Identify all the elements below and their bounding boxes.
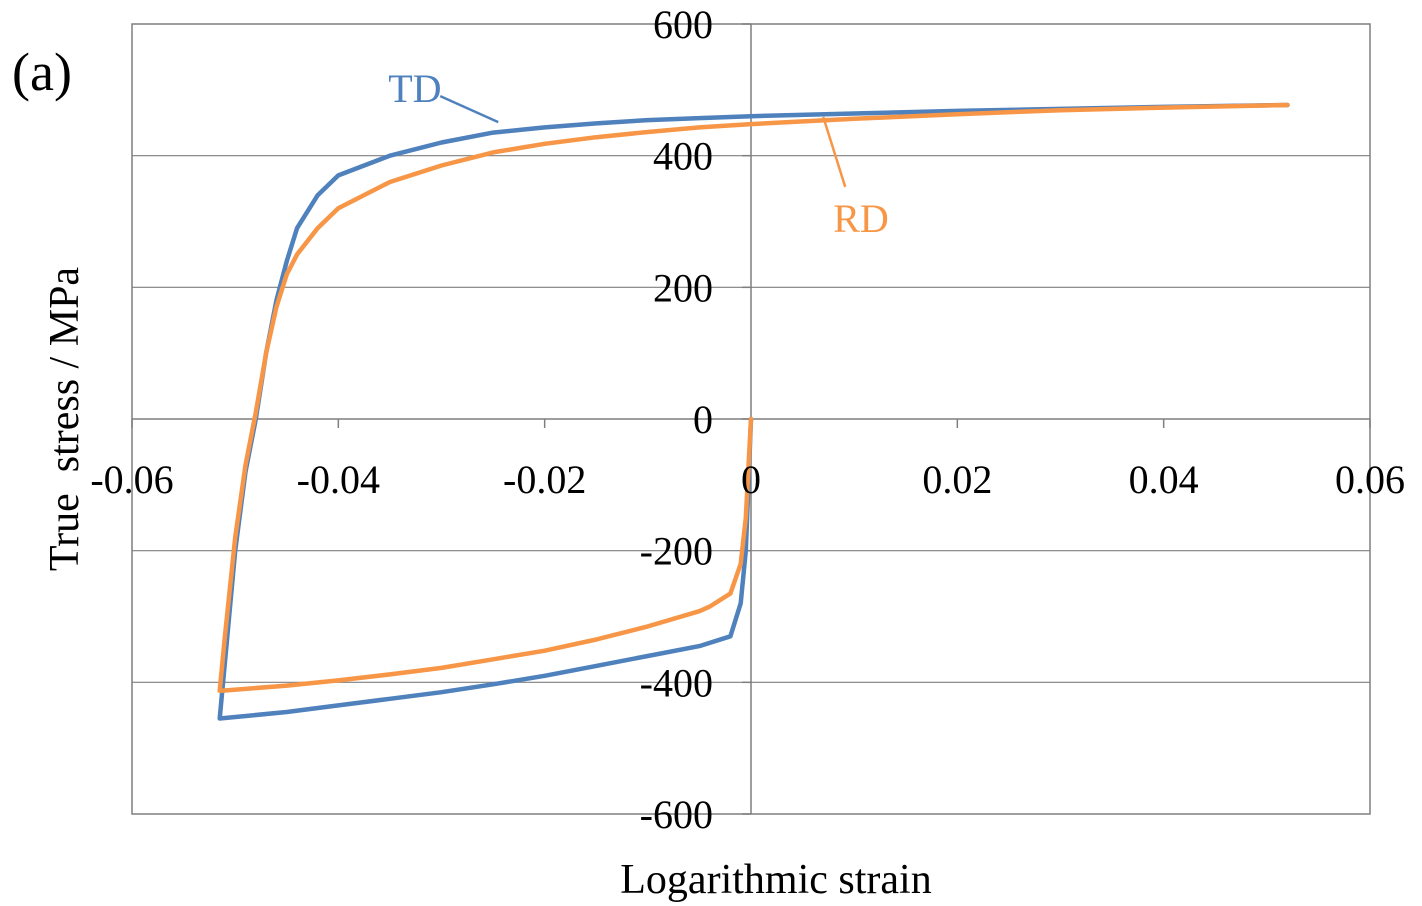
x-axis-title: Logarithmic strain: [620, 857, 931, 903]
series-lines: [217, 102, 1290, 721]
series-line-rd: [217, 102, 1290, 694]
tick-labels: -0.06 -0.04 -0.02 0 0.02 0.04 0.06 -600 -400 -200…: [90, 2, 1405, 837]
y-tick-label-4: 200: [653, 265, 713, 310]
series-annotations: TD RD: [388, 66, 889, 241]
x-tick-label-3: 0: [741, 457, 761, 502]
y-tick-label-5: 400: [653, 134, 713, 179]
y-tick-label-6: 600: [653, 2, 713, 47]
y-tick-label-3: 0: [693, 397, 713, 442]
panel-label: (a): [12, 42, 72, 102]
y-tick-label-2: -200: [640, 529, 713, 574]
series-label-td: TD: [388, 66, 441, 111]
x-tick-label-6: 0.06: [1335, 457, 1405, 502]
y-tick-label-0: -600: [640, 792, 713, 837]
x-tick-label-1: -0.04: [297, 457, 380, 502]
series-label-rd: RD: [833, 196, 889, 241]
series-line-td: [217, 102, 1290, 721]
x-tick-label-4: 0.02: [922, 457, 992, 502]
x-tick-label-5: 0.04: [1129, 457, 1199, 502]
y-tick-label-1: -400: [640, 660, 713, 705]
y-axis-title: True stress / MPa: [42, 267, 88, 572]
annotation-leader-td: [439, 94, 499, 124]
x-tick-label-0: -0.06: [90, 457, 173, 502]
x-tick-label-2: -0.02: [503, 457, 586, 502]
annotation-leader-rd: [822, 116, 847, 188]
